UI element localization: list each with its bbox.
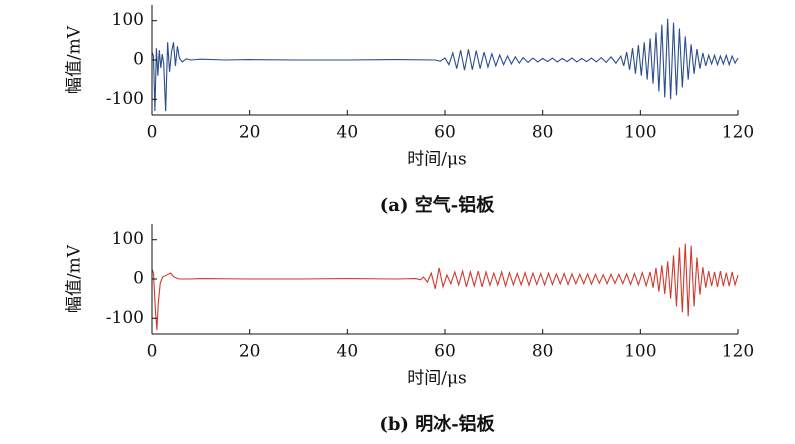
x-axis-label: 时间/μs [407,369,467,389]
x-tick-label: 0 [147,342,158,362]
x-tick-label: 100 [624,342,656,362]
x-tick-label: 60 [434,342,456,362]
y-tick-label: 100 [112,229,144,249]
caption: (a) 空气-铝板 [380,194,495,216]
y-axis-label: 幅值/mV [65,244,85,313]
y-axis-label: 幅值/mV [65,25,85,94]
x-tick-label: 120 [722,123,754,143]
y-tick-label: 100 [112,10,144,30]
y-tick-label: -100 [106,89,144,109]
caption: (b) 明冰-铝板 [379,413,495,435]
y-tick-label: 0 [133,50,144,70]
y-tick-label: -100 [106,308,144,328]
x-axis-label: 时间/μs [407,150,467,170]
x-tick-label: 20 [239,123,261,143]
x-tick-label: 120 [722,342,754,362]
x-tick-label: 80 [532,123,554,143]
signal-line [151,18,739,112]
x-tick-label: 0 [147,123,158,143]
x-tick-label: 40 [337,342,359,362]
x-tick-label: 60 [434,123,456,143]
signal-line [151,243,739,331]
y-tick-label: 0 [133,269,144,289]
x-tick-label: 20 [239,342,261,362]
x-tick-label: 100 [624,123,656,143]
x-tick-label: 40 [337,123,359,143]
x-tick-label: 80 [532,342,554,362]
